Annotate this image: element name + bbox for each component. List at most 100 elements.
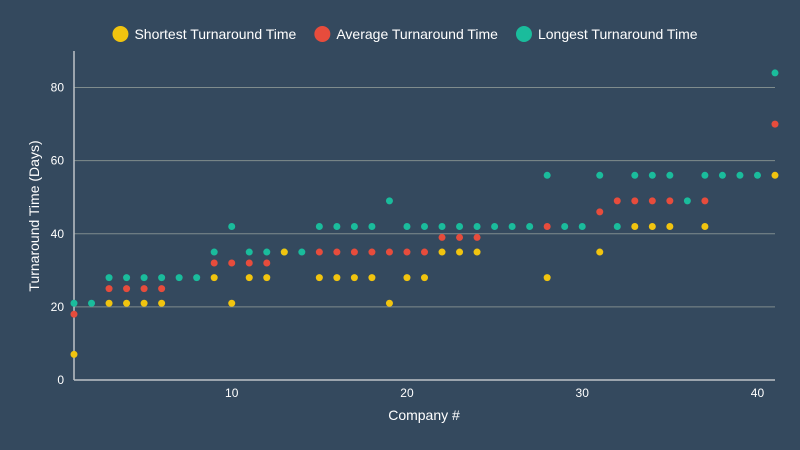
point-shortest-turnaround-time-24 bbox=[473, 248, 481, 256]
point-longest-turnaround-time-18 bbox=[368, 222, 376, 230]
y-tick-label-0: 0 bbox=[57, 373, 64, 387]
point-shortest-turnaround-time-18 bbox=[368, 274, 376, 282]
legend-label-average-turnaround-time: Average Turnaround Time bbox=[336, 26, 498, 42]
point-shortest-turnaround-time-20 bbox=[403, 274, 411, 282]
point-average-turnaround-time-20 bbox=[403, 248, 411, 256]
point-average-turnaround-time-33 bbox=[631, 197, 639, 205]
point-longest-turnaround-time-26 bbox=[508, 222, 516, 230]
point-average-turnaround-time-10 bbox=[228, 259, 236, 267]
point-average-turnaround-time-11 bbox=[245, 259, 253, 267]
point-average-turnaround-time-18 bbox=[368, 248, 376, 256]
point-average-turnaround-time-32 bbox=[613, 197, 621, 205]
point-shortest-turnaround-time-34 bbox=[648, 222, 656, 230]
point-shortest-turnaround-time-16 bbox=[333, 274, 341, 282]
point-longest-turnaround-time-5 bbox=[140, 274, 148, 282]
tick-labels: 0 20 40 60 80 10 20 30 40 bbox=[51, 81, 765, 400]
point-average-turnaround-time-12 bbox=[263, 259, 271, 267]
legend-marker-shortest-turnaround-time bbox=[112, 26, 129, 42]
point-shortest-turnaround-time-1 bbox=[70, 350, 78, 358]
point-average-turnaround-time-16 bbox=[333, 248, 341, 256]
point-average-turnaround-time-3 bbox=[105, 285, 113, 293]
point-longest-turnaround-time-33 bbox=[631, 171, 639, 179]
point-longest-turnaround-time-28 bbox=[543, 171, 551, 179]
point-shortest-turnaround-time-28 bbox=[543, 274, 551, 282]
point-longest-turnaround-time-39 bbox=[736, 171, 744, 179]
legend-item-longest-turnaround-time: Longest Turnaround Time bbox=[515, 26, 698, 42]
point-shortest-turnaround-time-22 bbox=[438, 248, 446, 256]
point-average-turnaround-time-24 bbox=[473, 233, 481, 241]
point-longest-turnaround-time-32 bbox=[613, 222, 621, 230]
point-average-turnaround-time-19 bbox=[385, 248, 393, 256]
point-longest-turnaround-time-14 bbox=[298, 248, 306, 256]
point-shortest-turnaround-time-4 bbox=[123, 299, 131, 307]
y-tick-label-40: 40 bbox=[51, 227, 65, 241]
x-tick-label-20: 20 bbox=[400, 386, 414, 400]
point-longest-turnaround-time-19 bbox=[385, 197, 393, 205]
point-shortest-turnaround-time-21 bbox=[421, 274, 428, 282]
legend-label-longest-turnaround-time: Longest Turnaround Time bbox=[538, 26, 698, 42]
y-tick-label-60: 60 bbox=[51, 154, 65, 168]
point-longest-turnaround-time-21 bbox=[421, 222, 428, 230]
point-longest-turnaround-time-8 bbox=[193, 274, 201, 282]
point-average-turnaround-time-31 bbox=[596, 208, 604, 216]
point-average-turnaround-time-17 bbox=[350, 248, 358, 256]
x-axis-title: Company # bbox=[388, 407, 460, 423]
point-average-turnaround-time-1 bbox=[70, 310, 78, 318]
point-shortest-turnaround-time-3 bbox=[105, 299, 113, 307]
legend-label-shortest-turnaround-time: Shortest Turnaround Time bbox=[134, 26, 296, 42]
point-average-turnaround-time-4 bbox=[123, 285, 131, 293]
point-longest-turnaround-time-10 bbox=[228, 222, 236, 230]
point-longest-turnaround-time-36 bbox=[683, 197, 691, 205]
legend-marker-longest-turnaround-time bbox=[515, 26, 532, 42]
point-shortest-turnaround-time-19 bbox=[385, 299, 393, 307]
point-shortest-turnaround-time-41 bbox=[771, 171, 779, 179]
point-longest-turnaround-time-38 bbox=[718, 171, 726, 179]
point-longest-turnaround-time-9 bbox=[210, 248, 218, 256]
point-average-turnaround-time-6 bbox=[158, 285, 166, 293]
point-longest-turnaround-time-30 bbox=[578, 222, 586, 230]
point-shortest-turnaround-time-13 bbox=[280, 248, 288, 256]
point-average-turnaround-time-37 bbox=[701, 197, 709, 205]
point-longest-turnaround-time-35 bbox=[666, 171, 674, 179]
point-average-turnaround-time-34 bbox=[648, 197, 656, 205]
point-shortest-turnaround-time-17 bbox=[350, 274, 358, 282]
point-shortest-turnaround-time-5 bbox=[140, 299, 148, 307]
point-average-turnaround-time-15 bbox=[315, 248, 323, 256]
point-longest-turnaround-time-12 bbox=[263, 248, 271, 256]
point-longest-turnaround-time-27 bbox=[526, 222, 534, 230]
point-longest-turnaround-time-15 bbox=[315, 222, 323, 230]
point-longest-turnaround-time-7 bbox=[175, 274, 183, 282]
axes bbox=[73, 51, 775, 381]
point-shortest-turnaround-time-9 bbox=[210, 274, 218, 282]
point-shortest-turnaround-time-31 bbox=[596, 248, 604, 256]
y-tick-label-20: 20 bbox=[51, 300, 65, 314]
point-longest-turnaround-time-2 bbox=[88, 299, 96, 307]
point-longest-turnaround-time-17 bbox=[350, 222, 358, 230]
point-longest-turnaround-time-31 bbox=[596, 171, 604, 179]
point-shortest-turnaround-time-12 bbox=[263, 274, 271, 282]
point-average-turnaround-time-21 bbox=[421, 248, 428, 256]
point-longest-turnaround-time-20 bbox=[403, 222, 411, 230]
y-tick-label-80: 80 bbox=[51, 81, 65, 95]
y-axis-title: Turnaround Time (Days) bbox=[26, 140, 42, 291]
point-longest-turnaround-time-37 bbox=[701, 171, 709, 179]
point-longest-turnaround-time-40 bbox=[753, 171, 761, 179]
point-average-turnaround-time-41 bbox=[771, 120, 779, 128]
legend-item-average-turnaround-time: Average Turnaround Time bbox=[314, 26, 498, 42]
point-longest-turnaround-time-3 bbox=[105, 274, 113, 282]
point-shortest-turnaround-time-15 bbox=[315, 274, 323, 282]
point-longest-turnaround-time-11 bbox=[245, 248, 253, 256]
point-longest-turnaround-time-22 bbox=[438, 222, 446, 230]
point-shortest-turnaround-time-23 bbox=[456, 248, 464, 256]
point-average-turnaround-time-5 bbox=[140, 285, 148, 293]
x-tick-label-10: 10 bbox=[225, 386, 239, 400]
point-shortest-turnaround-time-10 bbox=[228, 299, 236, 307]
point-longest-turnaround-time-29 bbox=[561, 222, 569, 230]
point-shortest-turnaround-time-6 bbox=[158, 299, 166, 307]
x-tick-label-30: 30 bbox=[576, 386, 590, 400]
point-longest-turnaround-time-1 bbox=[70, 299, 78, 307]
point-average-turnaround-time-23 bbox=[456, 233, 464, 241]
point-longest-turnaround-time-23 bbox=[456, 222, 464, 230]
point-average-turnaround-time-9 bbox=[210, 259, 218, 267]
